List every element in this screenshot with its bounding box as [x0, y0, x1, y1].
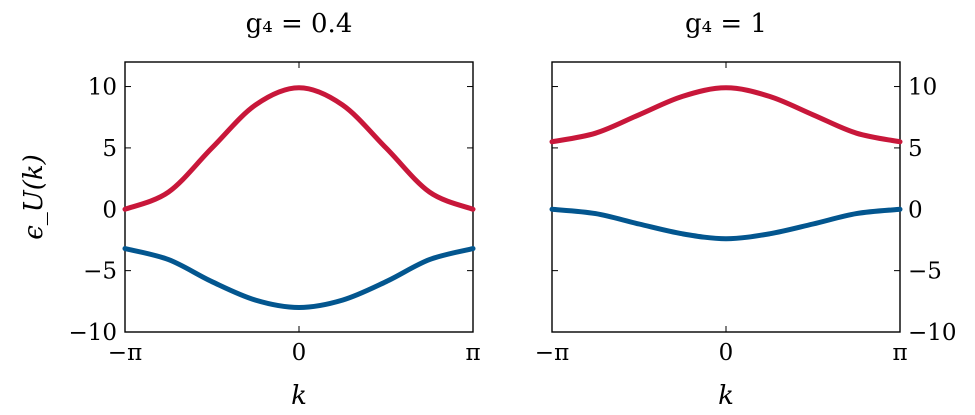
x-tick-label: 0 — [719, 340, 734, 366]
y-tick-label: 10 — [908, 75, 937, 101]
x-tick-label: −π — [108, 340, 142, 366]
panel-left: g₄ = 0.4 −π 0 π −10 −5 0 5 10 k ϵ_U(k) — [19, 9, 481, 411]
y-tick-label: 5 — [908, 136, 923, 162]
y-tick-label: −10 — [908, 320, 957, 346]
x-tick-label: −π — [535, 340, 569, 366]
plot-frame — [124, 61, 474, 333]
y-tick-label: −5 — [908, 259, 942, 285]
y-axis-label: ϵ_U(k) — [19, 154, 49, 240]
panel-right: g₄ = 1 −π 0 π−10 −5 0 5 10 k — [535, 9, 957, 411]
x-axis-label: k — [291, 381, 307, 411]
chart-title: g₄ = 0.4 — [246, 9, 353, 39]
y-tick-label: −5 — [83, 259, 117, 285]
y-tick-label: −10 — [68, 320, 117, 346]
y-tick-label: 0 — [908, 197, 923, 223]
series-line-lower — [122, 246, 476, 310]
series-line-upper — [549, 85, 903, 145]
x-tick-label: π — [465, 340, 480, 366]
y-tick-label: 0 — [102, 197, 117, 223]
x-tick-label: π — [892, 340, 907, 366]
x-tick-label: 0 — [292, 340, 307, 366]
plot-frame — [551, 61, 901, 333]
x-axis-label: k — [718, 381, 734, 411]
y-tick-label: 5 — [102, 136, 117, 162]
series-line-lower — [549, 206, 903, 242]
y-tick-label: 10 — [88, 75, 117, 101]
series-line-upper — [122, 85, 476, 212]
chart-title: g₄ = 1 — [685, 9, 767, 39]
